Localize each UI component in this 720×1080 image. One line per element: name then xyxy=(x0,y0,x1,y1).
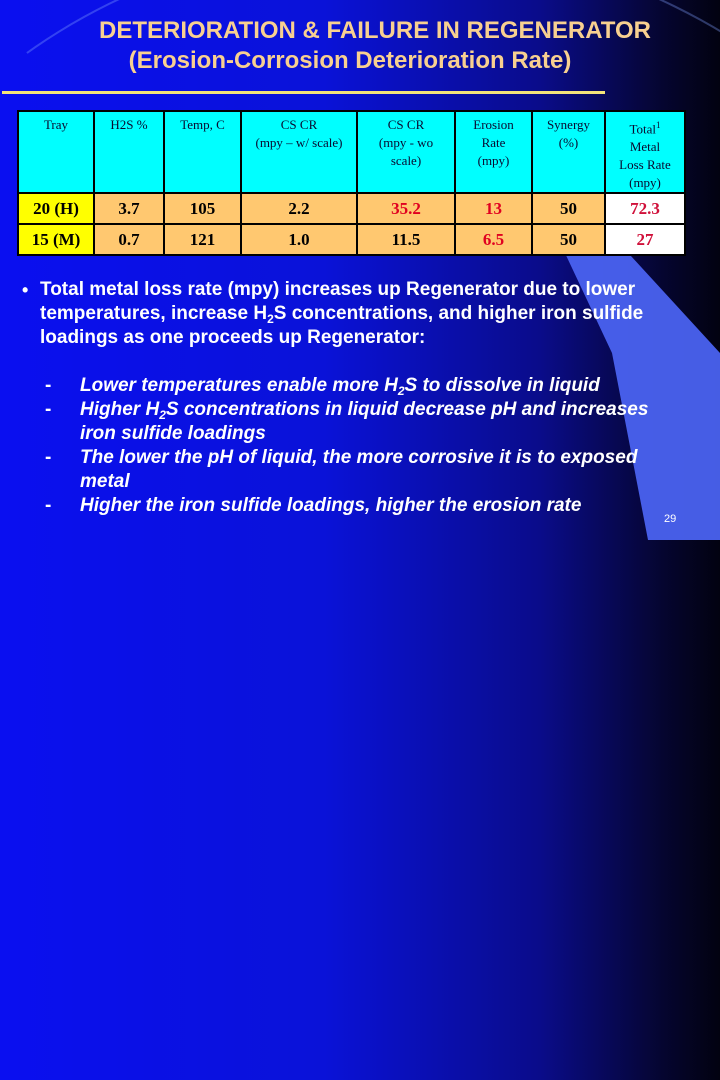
cell-h2s: 3.7 xyxy=(93,192,165,226)
main-bullet-text: Total metal loss rate (mpy) increases up… xyxy=(40,278,700,350)
cell-cs-cr-noscale: 35.2 xyxy=(356,192,456,226)
sub-bullet-1: Lower temperatures enable more H2S to di… xyxy=(80,374,700,398)
cell-erosion: 6.5 xyxy=(454,223,533,257)
cell-h2s: 0.7 xyxy=(93,223,165,257)
title-divider xyxy=(2,91,605,94)
header-tray: Tray xyxy=(17,109,95,195)
cell-erosion: 13 xyxy=(454,192,533,226)
slide-title: DETERIORATION & FAILURE IN REGENERATOR (… xyxy=(0,16,720,76)
text: S concentrations, and higher iron sulfid… xyxy=(40,303,644,348)
text: S to dissolve in liquid xyxy=(404,375,600,396)
header-cs-cr-noscale: CS CR (mpy - wo scale) xyxy=(356,109,456,195)
dash-icon: - xyxy=(45,495,52,516)
header-h2s: H2S % xyxy=(93,109,165,195)
cell-cs-cr-scale: 2.2 xyxy=(240,192,358,226)
cell-cs-cr-scale: 1.0 xyxy=(240,223,358,257)
cell-total: 27 xyxy=(604,223,686,257)
subscript: 2 xyxy=(159,408,166,422)
header-temp: Temp, C xyxy=(163,109,242,195)
header-total: Total1 Metal Loss Rate (mpy) xyxy=(604,109,686,195)
text: Higher the iron sulfide loadings, higher… xyxy=(80,495,582,516)
text: S concentrations in liquid decrease pH a… xyxy=(80,399,649,444)
sub-bullet-3: The lower the pH of liquid, the more cor… xyxy=(80,446,650,494)
cell-tray: 15 (M) xyxy=(17,223,95,257)
erosion-corrosion-table: Tray H2S % Temp, C CS CR (mpy – w/ scale)… xyxy=(17,109,686,257)
text: Total metal loss rate (mpy) increases up… xyxy=(40,279,636,324)
table-header-row: Tray H2S % Temp, C CS CR (mpy – w/ scale)… xyxy=(17,109,686,195)
dash-icon: - xyxy=(45,375,52,396)
bullet-dot-icon: • xyxy=(22,280,29,300)
header-erosion: Erosion Rate (mpy) xyxy=(454,109,533,195)
cell-total: 72.3 xyxy=(604,192,686,226)
table-row: 15 (M) 0.7 121 1.0 11.5 6.5 50 27 xyxy=(17,223,686,257)
dash-icon: - xyxy=(45,399,52,420)
sub-bullet-4: Higher the iron sulfide loadings, higher… xyxy=(80,494,700,518)
page-number: 29 xyxy=(664,513,677,525)
sub-bullet-2: Higher H2S concentrations in liquid decr… xyxy=(80,398,650,446)
cell-tray: 20 (H) xyxy=(17,192,95,226)
text: The lower the pH of liquid, the more cor… xyxy=(80,447,638,492)
subscript: 2 xyxy=(267,312,274,326)
cell-temp: 121 xyxy=(163,223,242,257)
cell-temp: 105 xyxy=(163,192,242,226)
cell-synergy: 50 xyxy=(531,223,606,257)
header-synergy: Synergy (%) xyxy=(531,109,606,195)
title-line-2: (Erosion-Corrosion Deterioration Rate) xyxy=(128,47,572,74)
title-line-1: DETERIORATION & FAILURE IN REGENERATOR xyxy=(98,17,652,44)
text: Lower temperatures enable more H xyxy=(80,375,398,396)
header-cs-cr-scale: CS CR (mpy – w/ scale) xyxy=(240,109,358,195)
cell-synergy: 50 xyxy=(531,192,606,226)
subscript: 2 xyxy=(397,384,405,398)
dash-icon: - xyxy=(45,447,52,468)
table-row: 20 (H) 3.7 105 2.2 35.2 13 50 72.3 xyxy=(17,192,686,226)
text: Higher H xyxy=(80,399,160,420)
cell-cs-cr-noscale: 11.5 xyxy=(356,223,456,257)
